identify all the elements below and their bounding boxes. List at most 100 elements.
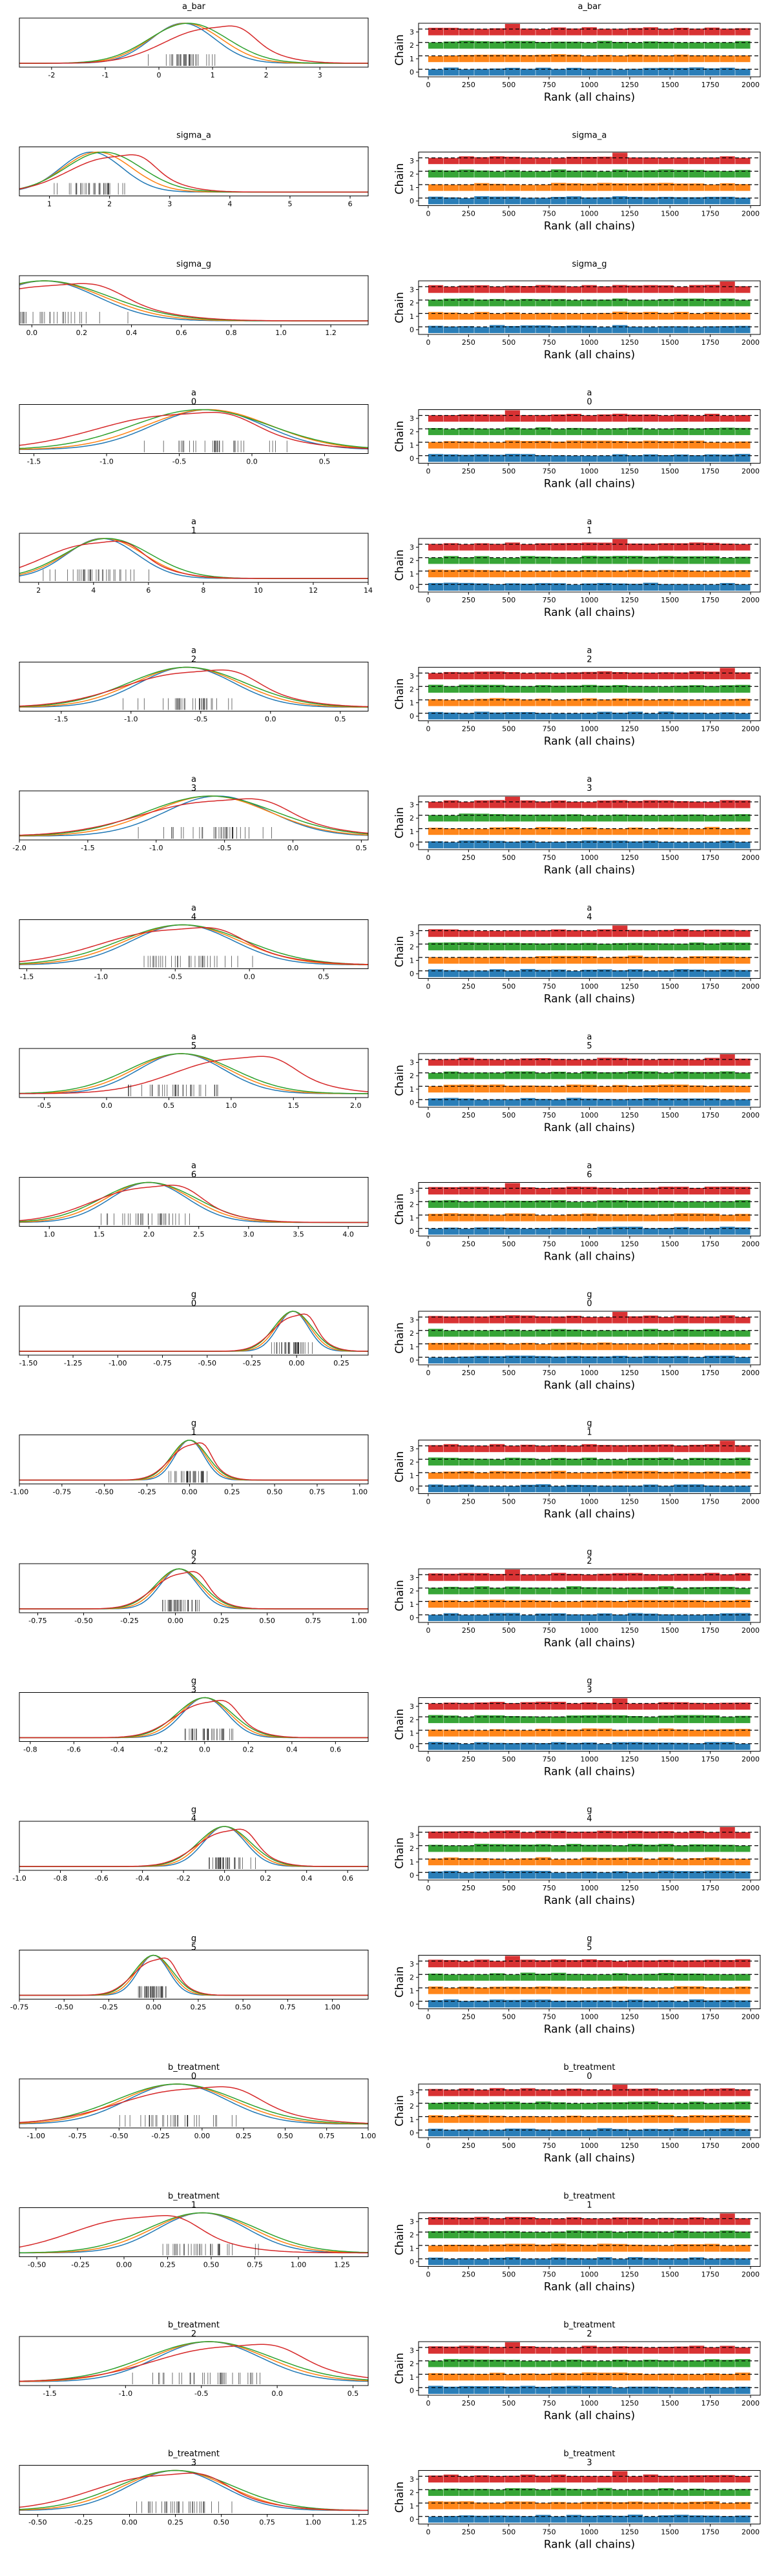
rank-bar-chain-2 (674, 170, 689, 178)
density-curve-chain-2 (19, 2212, 369, 2254)
rank-bar-chain-0 (428, 2129, 444, 2136)
rank-bar-chain-3 (689, 2217, 705, 2225)
density-curve-chain-2 (19, 1568, 368, 1610)
rank-bar-chain-1 (643, 55, 658, 63)
kde-title-line: 1 (191, 1428, 196, 1438)
rank-bar-chain-1 (597, 699, 612, 706)
rank-bar-chain-2 (704, 815, 720, 822)
rank-bar-chain-0 (627, 1486, 643, 1493)
rank-title-line: a_bar (577, 2, 601, 12)
rank-bar-chain-2 (504, 1844, 521, 1852)
rank-bar-chain-2 (520, 686, 535, 693)
rank-bar-chain-3 (612, 413, 628, 422)
rank-bar-chain-3 (581, 930, 597, 937)
rank-bar-chain-3 (428, 2475, 444, 2483)
rank-bar-chain-3 (704, 157, 720, 165)
rank-bar-chain-3 (581, 1832, 597, 1839)
rank-bar-chain-0 (612, 1356, 628, 1364)
rank-x-tick-label: 1000 (581, 81, 599, 89)
kde-x-tick-label: -1 (101, 71, 109, 79)
rank-bar-chain-3 (535, 1574, 551, 1581)
rank-bar-chain-1 (674, 2374, 689, 2381)
rank-bar-chain-0 (459, 198, 474, 205)
rank-bar-chain-2 (566, 557, 582, 564)
rank-bar-chain-1 (597, 2244, 612, 2252)
rank-bar-chain-0 (627, 584, 643, 591)
rank-x-tick-label: 250 (462, 2271, 475, 2279)
rank-bar-chain-1 (490, 313, 505, 320)
rank-bar-chain-3 (689, 285, 705, 293)
kde-title-line: g (191, 1805, 196, 1815)
kde-title-line: a_bar (182, 2, 206, 12)
kde-x-tick-label: 1.00 (360, 2132, 377, 2140)
rank-bar-chain-0 (504, 2128, 521, 2136)
kde-x-tick-label: -0.50 (28, 2519, 47, 2527)
rank-bar-chain-3 (443, 1444, 459, 1453)
rank-x-tick-label: 0 (426, 210, 430, 218)
density-curve-chain-2 (19, 2341, 369, 2382)
rank-bar-chain-1 (612, 1730, 628, 1737)
rank-bar-chain-1 (735, 1859, 751, 1866)
rank-bar-chain-1 (566, 1601, 582, 1608)
kde-title-line: 5 (191, 1943, 196, 1953)
rank-bar-chain-2 (658, 815, 674, 822)
rank-bar-chain-2 (720, 2360, 735, 2367)
rank-bar-chain-1 (474, 1858, 490, 1866)
rank-x-tick-label: 250 (462, 983, 475, 991)
rank-y-tick-label: 1 (410, 1600, 414, 1609)
rank-bar-chain-3 (490, 2476, 505, 2483)
kde-title-line: 0 (191, 2072, 196, 2081)
rank-bar-chain-2 (612, 298, 628, 307)
rank-bar-chain-3 (551, 2218, 566, 2225)
rank-bar-chain-1 (535, 1728, 551, 1737)
rank-bar-chain-3 (735, 2347, 751, 2354)
rank-bar-chain-2 (581, 170, 597, 178)
rank-bar-chain-2 (443, 41, 459, 49)
rank-bar-chain-2 (643, 1329, 658, 1337)
rank-bar-chain-1 (443, 1085, 459, 1093)
rank-bar-chain-1 (474, 2373, 490, 2381)
rank-bar-chain-3 (612, 152, 628, 165)
rank-bar-chain-1 (443, 1988, 459, 1994)
rank-bar-chain-1 (474, 1343, 490, 1351)
rank-bar-chain-3 (627, 285, 643, 293)
density-curve-chain-1 (19, 1311, 368, 1352)
rank-bar-chain-1 (520, 1213, 535, 1222)
rank-bar-chain-1 (597, 440, 612, 449)
rank-bar-chain-2 (520, 171, 535, 178)
rank-bar-chain-3 (551, 158, 566, 165)
kde-title-line: 6 (191, 1170, 196, 1180)
rank-bar-chain-1 (581, 56, 597, 63)
kde-frame (19, 1177, 369, 1227)
rank-bar-chain-3 (735, 2089, 751, 2096)
rank-bar-chain-1 (551, 2373, 566, 2381)
rank-bar-chain-0 (504, 970, 521, 977)
rank-bar-chain-2 (551, 429, 566, 435)
rank-bar-chain-2 (474, 1201, 490, 1208)
kde-x-tick-label: -0.8 (54, 1874, 67, 1883)
rank-bar-chain-1 (704, 184, 720, 191)
rank-bar-chain-3 (612, 1445, 628, 1453)
rank-bar-chain-1 (520, 441, 535, 449)
rank-x-tick-label: 750 (543, 2399, 556, 2407)
rank-bar-chain-3 (581, 1702, 597, 1710)
rank-bar-chain-3 (504, 285, 521, 293)
rank-bar-chain-0 (459, 1356, 474, 1364)
rank-bar-chain-2 (504, 1071, 521, 1079)
rank-bar-chain-0 (504, 712, 521, 720)
rank-bar-chain-1 (535, 1857, 551, 1866)
rank-bar-chain-2 (474, 1715, 490, 1723)
rank-bar-chain-2 (581, 2360, 597, 2367)
rank-y-tick-label: 0 (410, 970, 414, 978)
rank-bar-chain-3 (535, 1701, 551, 1710)
rank-bar-chain-2 (520, 2488, 535, 2496)
rank-bar-chain-3 (720, 2475, 735, 2483)
kde-frame (19, 790, 369, 841)
rank-bar-chain-1 (520, 2501, 535, 2510)
rank-y-tick-label: 2 (410, 1201, 414, 1209)
rank-bar-chain-3 (443, 2089, 459, 2096)
rank-bar-chain-3 (674, 1702, 689, 1710)
rank-bar-chain-0 (474, 583, 490, 591)
